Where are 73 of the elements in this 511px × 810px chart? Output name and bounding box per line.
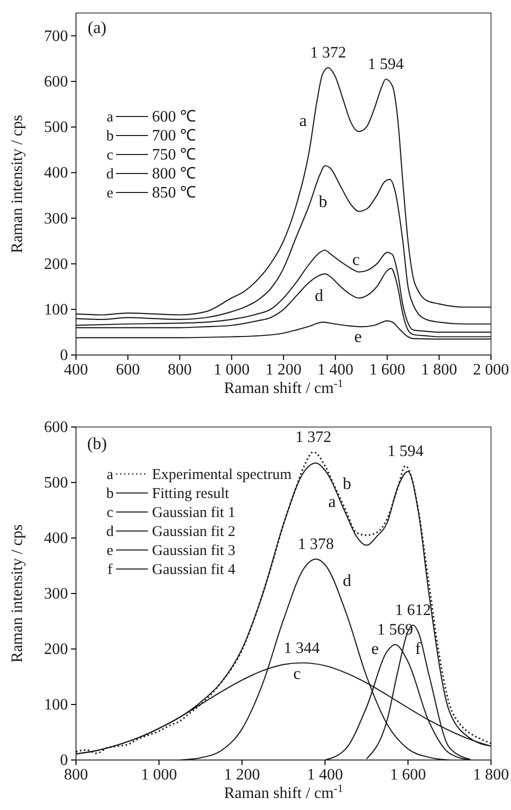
x-tick-label: 2 000 (473, 361, 509, 378)
y-tick-label: 400 (44, 164, 68, 182)
x-tick-label: 1 800 (421, 361, 458, 378)
annotation: b (318, 192, 328, 211)
text: d (106, 166, 114, 182)
annotation: f (415, 638, 422, 658)
y-tick-label: 400 (44, 530, 68, 548)
text: d (106, 524, 114, 540)
text: a (106, 110, 114, 126)
x-tick-label: 1 200 (224, 766, 260, 784)
text: e (106, 543, 114, 559)
x-tick-label: 1 600 (369, 361, 406, 378)
legend-label: Gaussian fit 2 (152, 524, 236, 540)
annotation: (b) (87, 434, 107, 453)
annotation: e (371, 638, 379, 658)
legend-label: 850 ℃ (152, 184, 196, 202)
legend-label: Gaussian fit 1 (152, 505, 236, 521)
annotation: 1 378 (298, 536, 334, 554)
annotation: c (293, 664, 302, 683)
legend-label: Experimental spectrum (152, 467, 292, 483)
y-tick-label: 100 (44, 696, 68, 714)
annotation: 1 372 (295, 428, 332, 446)
text: f (108, 562, 112, 578)
y-tick-label: 600 (44, 419, 68, 436)
annotation: 1 594 (368, 56, 404, 74)
x-tick-label: 800 (168, 361, 192, 378)
y-tick-label: 100 (44, 302, 68, 319)
text: b (106, 486, 114, 502)
text: c (106, 505, 114, 521)
x-axis-title: Raman shift / cm$^{-1}$ (224, 378, 344, 397)
legend-label: 700 ℃ (152, 128, 196, 144)
annotation: a (328, 492, 336, 511)
annotation: c (352, 250, 360, 269)
y-tick-label: 200 (44, 641, 68, 658)
annotation: d (342, 570, 352, 590)
y-tick-label: 300 (44, 586, 68, 603)
legend-label: 800 ℃ (152, 166, 196, 182)
annotation: 1 372 (310, 44, 346, 62)
annotation: (a) (88, 18, 106, 37)
x-axis-title: Raman shift / cm$^{-1}$ (224, 783, 344, 802)
annotation: 1 594 (388, 442, 424, 460)
y-tick-label: 500 (44, 474, 68, 492)
y-axis-title: Raman intensity / cps (9, 114, 26, 254)
legend-label: 750 ℃ (152, 146, 196, 164)
y-tick-label: 0 (60, 347, 68, 364)
y-tick-label: 600 (44, 74, 68, 91)
text: c (106, 148, 114, 164)
text: e (106, 186, 114, 202)
x-tick-label: 1 000 (214, 361, 250, 378)
annotation: b (342, 474, 352, 493)
annotation: 1 612 (394, 602, 431, 620)
x-tick-label: 1 800 (473, 766, 509, 784)
x-tick-label: 1 400 (317, 361, 354, 378)
x-tick-label: 1 400 (307, 766, 343, 784)
y-axis-title: Raman intensity / cps (9, 524, 26, 663)
annotation: 1 344 (284, 640, 320, 657)
annotation: d (314, 286, 324, 305)
y-tick-label: 200 (44, 256, 68, 273)
x-tick-label: 1 000 (141, 766, 177, 784)
legend-label: Fitting result (152, 486, 230, 502)
annotation: a (299, 110, 308, 130)
y-tick-label: 500 (44, 119, 68, 136)
y-tick-label: 700 (44, 28, 68, 45)
x-tick-label: 600 (116, 361, 140, 378)
legend-label: Gaussian fit 4 (152, 562, 236, 578)
y-tick-label: 300 (44, 210, 68, 228)
annotation: e (354, 326, 362, 346)
legend-label: 600 ℃ (152, 108, 196, 126)
legend-label: Gaussian fit 3 (152, 543, 236, 559)
text: a (106, 467, 114, 483)
x-tick-label: 1 200 (266, 361, 302, 378)
text: b (106, 128, 114, 144)
x-tick-label: 1 600 (390, 766, 426, 784)
